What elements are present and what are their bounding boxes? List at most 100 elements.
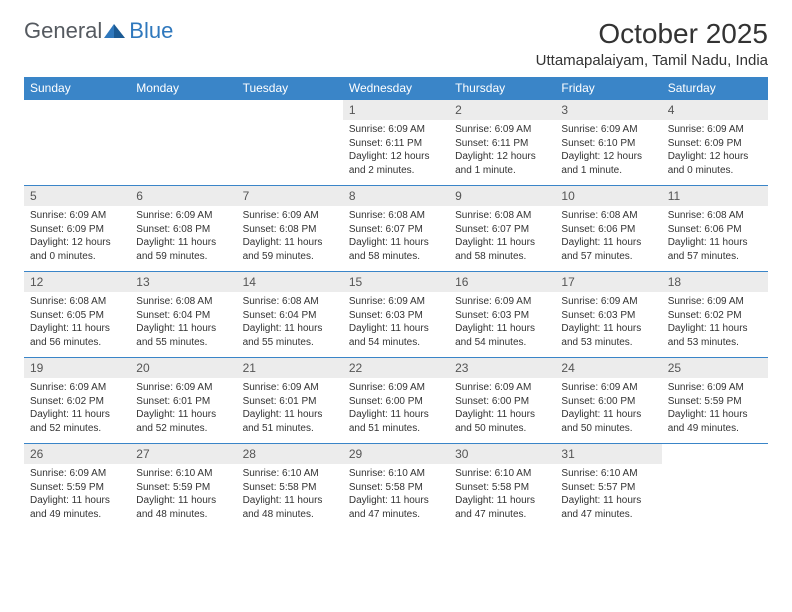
sunrise-text: Sunrise: 6:08 AM	[561, 209, 655, 223]
header: General Blue October 2025 Uttamapalaiyam…	[24, 18, 768, 69]
day-number: 13	[130, 272, 236, 292]
dow-header: Monday	[130, 77, 236, 100]
daylight-text: Daylight: 11 hours and 47 minutes.	[455, 494, 549, 521]
title-block: October 2025 Uttamapalaiyam, Tamil Nadu,…	[536, 18, 768, 69]
daylight-text: Daylight: 11 hours and 53 minutes.	[561, 322, 655, 349]
brand-part2: Blue	[129, 18, 173, 44]
dow-header: Sunday	[24, 77, 130, 100]
day-number: 26	[24, 444, 130, 464]
sunrise-text: Sunrise: 6:09 AM	[561, 295, 655, 309]
day-number: 7	[237, 186, 343, 206]
day-detail: Sunrise: 6:08 AMSunset: 6:07 PMDaylight:…	[343, 206, 449, 269]
daylight-text: Daylight: 11 hours and 53 minutes.	[668, 322, 762, 349]
calendar-cell: 28Sunrise: 6:10 AMSunset: 5:58 PMDayligh…	[237, 444, 343, 530]
brand-logo: General Blue	[24, 18, 173, 44]
calendar-cell: 4Sunrise: 6:09 AMSunset: 6:09 PMDaylight…	[662, 100, 768, 186]
sunrise-text: Sunrise: 6:09 AM	[455, 295, 549, 309]
sunrise-text: Sunrise: 6:09 AM	[243, 381, 337, 395]
day-number: 19	[24, 358, 130, 378]
sunset-text: Sunset: 6:08 PM	[243, 223, 337, 237]
calendar-cell: 13Sunrise: 6:08 AMSunset: 6:04 PMDayligh…	[130, 272, 236, 358]
sunrise-text: Sunrise: 6:09 AM	[349, 295, 443, 309]
daylight-text: Daylight: 12 hours and 2 minutes.	[349, 150, 443, 177]
calendar-cell	[237, 100, 343, 186]
sunset-text: Sunset: 5:58 PM	[349, 481, 443, 495]
sunrise-text: Sunrise: 6:09 AM	[668, 123, 762, 137]
sunset-text: Sunset: 6:09 PM	[30, 223, 124, 237]
daylight-text: Daylight: 12 hours and 1 minute.	[455, 150, 549, 177]
day-number: 17	[555, 272, 661, 292]
calendar-cell: 22Sunrise: 6:09 AMSunset: 6:00 PMDayligh…	[343, 358, 449, 444]
daylight-text: Daylight: 11 hours and 54 minutes.	[349, 322, 443, 349]
calendar-cell: 25Sunrise: 6:09 AMSunset: 5:59 PMDayligh…	[662, 358, 768, 444]
day-number: 21	[237, 358, 343, 378]
day-detail: Sunrise: 6:10 AMSunset: 5:58 PMDaylight:…	[237, 464, 343, 527]
sunset-text: Sunset: 6:08 PM	[136, 223, 230, 237]
day-number: 23	[449, 358, 555, 378]
day-detail: Sunrise: 6:08 AMSunset: 6:06 PMDaylight:…	[555, 206, 661, 269]
sunset-text: Sunset: 6:01 PM	[136, 395, 230, 409]
daylight-text: Daylight: 11 hours and 47 minutes.	[349, 494, 443, 521]
day-detail: Sunrise: 6:09 AMSunset: 6:00 PMDaylight:…	[343, 378, 449, 441]
daylight-text: Daylight: 11 hours and 56 minutes.	[30, 322, 124, 349]
daylight-text: Daylight: 12 hours and 1 minute.	[561, 150, 655, 177]
sunset-text: Sunset: 6:03 PM	[455, 309, 549, 323]
month-title: October 2025	[536, 18, 768, 50]
daylight-text: Daylight: 11 hours and 49 minutes.	[668, 408, 762, 435]
calendar-week: 26Sunrise: 6:09 AMSunset: 5:59 PMDayligh…	[24, 444, 768, 530]
sunset-text: Sunset: 6:04 PM	[243, 309, 337, 323]
calendar-cell: 23Sunrise: 6:09 AMSunset: 6:00 PMDayligh…	[449, 358, 555, 444]
calendar-cell: 9Sunrise: 6:08 AMSunset: 6:07 PMDaylight…	[449, 186, 555, 272]
daylight-text: Daylight: 12 hours and 0 minutes.	[668, 150, 762, 177]
day-number: 24	[555, 358, 661, 378]
day-detail: Sunrise: 6:08 AMSunset: 6:05 PMDaylight:…	[24, 292, 130, 355]
dow-header: Saturday	[662, 77, 768, 100]
sunset-text: Sunset: 6:00 PM	[349, 395, 443, 409]
day-detail: Sunrise: 6:09 AMSunset: 5:59 PMDaylight:…	[24, 464, 130, 527]
day-detail: Sunrise: 6:10 AMSunset: 5:58 PMDaylight:…	[343, 464, 449, 527]
sunset-text: Sunset: 5:59 PM	[668, 395, 762, 409]
sunset-text: Sunset: 6:02 PM	[668, 309, 762, 323]
sunset-text: Sunset: 6:10 PM	[561, 137, 655, 151]
day-number: 1	[343, 100, 449, 120]
day-detail: Sunrise: 6:09 AMSunset: 6:00 PMDaylight:…	[555, 378, 661, 441]
brand-part1: General	[24, 18, 102, 44]
sunrise-text: Sunrise: 6:09 AM	[136, 381, 230, 395]
sunset-text: Sunset: 6:11 PM	[455, 137, 549, 151]
day-number: 4	[662, 100, 768, 120]
day-number: 2	[449, 100, 555, 120]
sunrise-text: Sunrise: 6:09 AM	[561, 123, 655, 137]
day-detail: Sunrise: 6:08 AMSunset: 6:04 PMDaylight:…	[130, 292, 236, 355]
daylight-text: Daylight: 11 hours and 55 minutes.	[136, 322, 230, 349]
sunrise-text: Sunrise: 6:10 AM	[243, 467, 337, 481]
sunset-text: Sunset: 6:04 PM	[136, 309, 230, 323]
calendar-cell: 16Sunrise: 6:09 AMSunset: 6:03 PMDayligh…	[449, 272, 555, 358]
day-number: 27	[130, 444, 236, 464]
dow-header: Friday	[555, 77, 661, 100]
day-number: 16	[449, 272, 555, 292]
day-detail: Sunrise: 6:09 AMSunset: 6:09 PMDaylight:…	[24, 206, 130, 269]
calendar-cell: 29Sunrise: 6:10 AMSunset: 5:58 PMDayligh…	[343, 444, 449, 530]
calendar-table: SundayMondayTuesdayWednesdayThursdayFrid…	[24, 77, 768, 530]
sunrise-text: Sunrise: 6:09 AM	[668, 295, 762, 309]
day-number: 12	[24, 272, 130, 292]
calendar-body: 1Sunrise: 6:09 AMSunset: 6:11 PMDaylight…	[24, 100, 768, 530]
calendar-week: 12Sunrise: 6:08 AMSunset: 6:05 PMDayligh…	[24, 272, 768, 358]
calendar-cell: 24Sunrise: 6:09 AMSunset: 6:00 PMDayligh…	[555, 358, 661, 444]
sunset-text: Sunset: 6:03 PM	[561, 309, 655, 323]
dow-header: Wednesday	[343, 77, 449, 100]
day-number: 29	[343, 444, 449, 464]
day-detail: Sunrise: 6:08 AMSunset: 6:07 PMDaylight:…	[449, 206, 555, 269]
calendar-cell	[662, 444, 768, 530]
calendar-cell: 2Sunrise: 6:09 AMSunset: 6:11 PMDaylight…	[449, 100, 555, 186]
day-detail: Sunrise: 6:09 AMSunset: 6:02 PMDaylight:…	[24, 378, 130, 441]
day-number: 14	[237, 272, 343, 292]
calendar-week: 19Sunrise: 6:09 AMSunset: 6:02 PMDayligh…	[24, 358, 768, 444]
calendar-head: SundayMondayTuesdayWednesdayThursdayFrid…	[24, 77, 768, 100]
location: Uttamapalaiyam, Tamil Nadu, India	[536, 52, 768, 69]
sunrise-text: Sunrise: 6:08 AM	[136, 295, 230, 309]
sunrise-text: Sunrise: 6:10 AM	[136, 467, 230, 481]
sunset-text: Sunset: 5:59 PM	[30, 481, 124, 495]
day-number: 6	[130, 186, 236, 206]
daylight-text: Daylight: 11 hours and 52 minutes.	[136, 408, 230, 435]
